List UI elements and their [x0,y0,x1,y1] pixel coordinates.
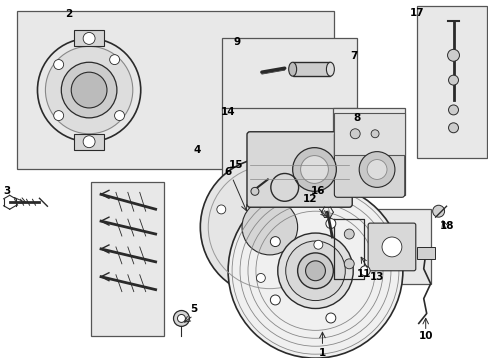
Text: 15: 15 [229,159,244,170]
FancyBboxPatch shape [334,132,405,197]
Circle shape [359,152,395,187]
Ellipse shape [289,62,296,76]
Circle shape [61,62,117,118]
Bar [333,108,405,195]
Circle shape [256,274,265,282]
Circle shape [367,159,387,179]
Circle shape [270,295,280,305]
Bar [222,108,357,227]
Circle shape [270,237,280,247]
FancyBboxPatch shape [368,223,416,271]
Circle shape [447,49,460,61]
Circle shape [291,178,300,187]
Text: 10: 10 [418,331,433,341]
Circle shape [286,241,345,301]
Bar [91,183,164,336]
Bar [222,39,357,110]
Circle shape [278,233,353,309]
Circle shape [360,266,370,276]
Circle shape [83,32,95,44]
Circle shape [382,237,402,257]
Circle shape [200,158,340,297]
Circle shape [228,183,403,358]
Circle shape [344,259,354,269]
Bar [74,134,104,150]
Circle shape [115,111,124,121]
Ellipse shape [326,62,334,76]
Circle shape [314,240,323,249]
Text: 7: 7 [350,51,358,61]
Text: 14: 14 [221,107,235,117]
Circle shape [46,46,133,134]
Text: 1: 1 [319,348,326,358]
Circle shape [350,129,360,139]
Circle shape [448,123,459,133]
Circle shape [300,156,328,183]
Circle shape [71,72,107,108]
Text: 4: 4 [194,145,201,155]
Circle shape [448,105,459,115]
Text: 18: 18 [440,221,454,231]
Bar [293,62,330,76]
Text: 12: 12 [303,194,318,204]
Text: 11: 11 [357,269,371,279]
Circle shape [433,205,444,217]
Circle shape [54,111,64,121]
Circle shape [371,130,379,138]
Text: 9: 9 [234,37,241,48]
FancyBboxPatch shape [247,132,352,207]
Circle shape [177,315,185,323]
Circle shape [448,75,459,85]
Circle shape [242,199,297,255]
Bar [417,247,435,259]
Circle shape [173,310,190,327]
Text: 3: 3 [3,186,10,196]
Text: 6: 6 [224,167,232,177]
Text: 16: 16 [311,186,326,196]
Circle shape [306,261,325,281]
Bar [74,31,104,46]
Circle shape [217,205,226,214]
Circle shape [297,253,333,289]
Text: 17: 17 [410,8,424,18]
Circle shape [326,313,336,323]
Text: 13: 13 [370,272,384,282]
Circle shape [326,219,336,229]
Bar [17,11,334,170]
Bar [334,113,405,154]
Text: 2: 2 [66,9,73,19]
Text: 5: 5 [190,303,197,314]
Bar [417,6,487,158]
Circle shape [54,59,64,69]
Circle shape [110,55,120,64]
Circle shape [251,187,259,195]
Text: 8: 8 [354,113,361,123]
Circle shape [344,229,354,239]
Circle shape [37,39,141,142]
Circle shape [293,148,336,192]
Bar [358,209,431,284]
Circle shape [83,136,95,148]
